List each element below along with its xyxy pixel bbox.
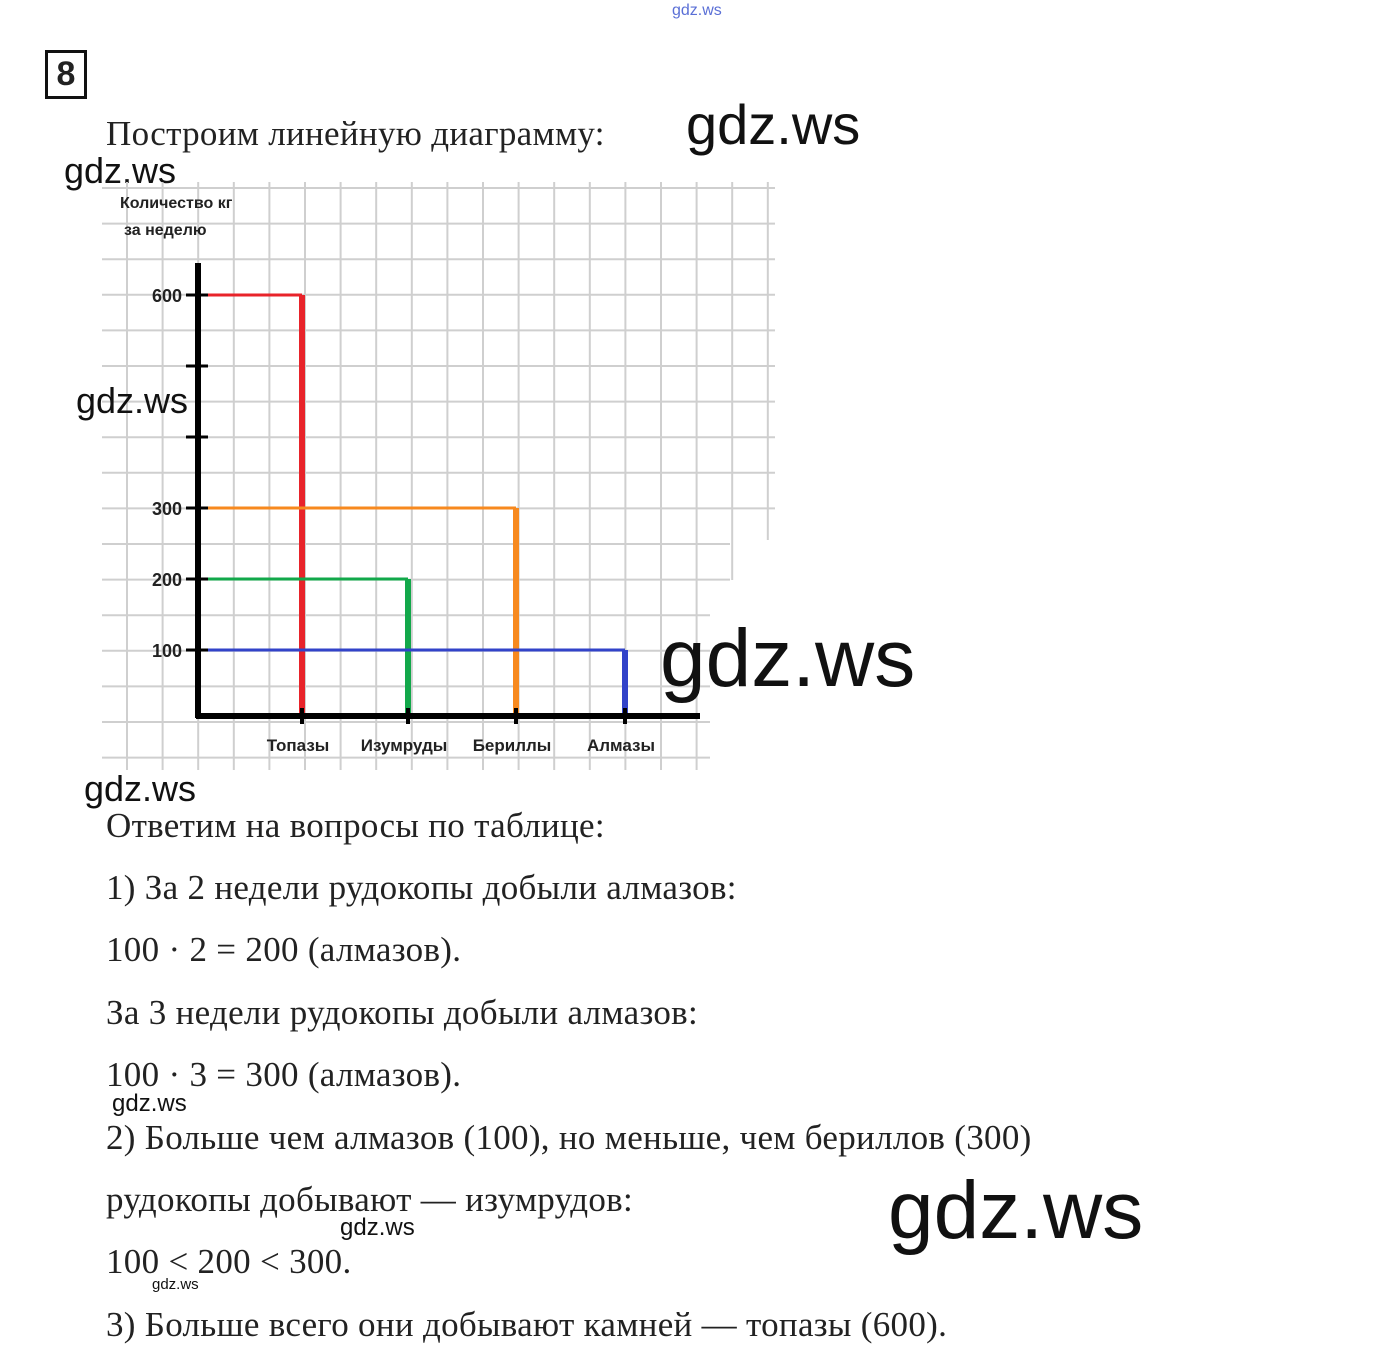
y-axis-label-2: за неделю bbox=[124, 222, 207, 239]
x-tick-label: Изумруды bbox=[361, 736, 448, 755]
grid bbox=[102, 182, 775, 770]
y-tick-label: 300 bbox=[152, 499, 182, 519]
answer-line: 1) За 2 недели рудокопы добыли алмазов: bbox=[106, 868, 737, 907]
answer-line: За 3 недели рудокопы добыли алмазов: bbox=[106, 993, 699, 1032]
watermark: gdz.ws bbox=[686, 93, 861, 156]
watermark: gdz.ws bbox=[112, 1090, 187, 1117]
x-tick-label: Алмазы bbox=[587, 736, 655, 755]
answers-heading: Ответим на вопросы по таблице: bbox=[106, 806, 605, 845]
answer-line: 100 · 3 = 300 (алмазов). bbox=[106, 1055, 462, 1094]
answer-line: 100 < 200 < 300. bbox=[106, 1242, 352, 1281]
intro-text: Построим линейную диаграмму: bbox=[106, 114, 605, 153]
y-tick-label: 200 bbox=[152, 570, 182, 590]
answer-line: 3) Больше всего они добывают камней — то… bbox=[106, 1305, 948, 1344]
answer-line: 100 · 2 = 200 (алмазов). bbox=[106, 930, 462, 969]
watermark: gdz.ws bbox=[64, 150, 177, 191]
y-axis-label: Количество кг bbox=[120, 195, 233, 212]
x-tick-label: Топазы bbox=[267, 736, 330, 755]
y-tick-label: 100 bbox=[152, 641, 182, 661]
x-tick-label: Бериллы bbox=[473, 736, 552, 755]
watermark: gdz.ws bbox=[152, 1276, 199, 1293]
watermark: gdz.ws bbox=[888, 1165, 1144, 1256]
watermark: gdz.ws bbox=[660, 613, 916, 704]
watermark: gdz.ws bbox=[672, 2, 722, 19]
chart: Количество кг за неделю 100 200 300 600 Топа… bbox=[102, 182, 775, 770]
y-tick-label: 600 bbox=[152, 286, 182, 306]
task-number: 8 bbox=[45, 50, 87, 99]
watermark: gdz.ws bbox=[76, 380, 189, 421]
watermark: gdz.ws bbox=[340, 1214, 415, 1241]
answer-line: рудокопы добывают — изумрудов: bbox=[106, 1180, 633, 1219]
answer-line: 2) Больше чем алмазов (100), но меньше, … bbox=[106, 1118, 1032, 1157]
watermark: gdz.ws bbox=[84, 768, 197, 809]
